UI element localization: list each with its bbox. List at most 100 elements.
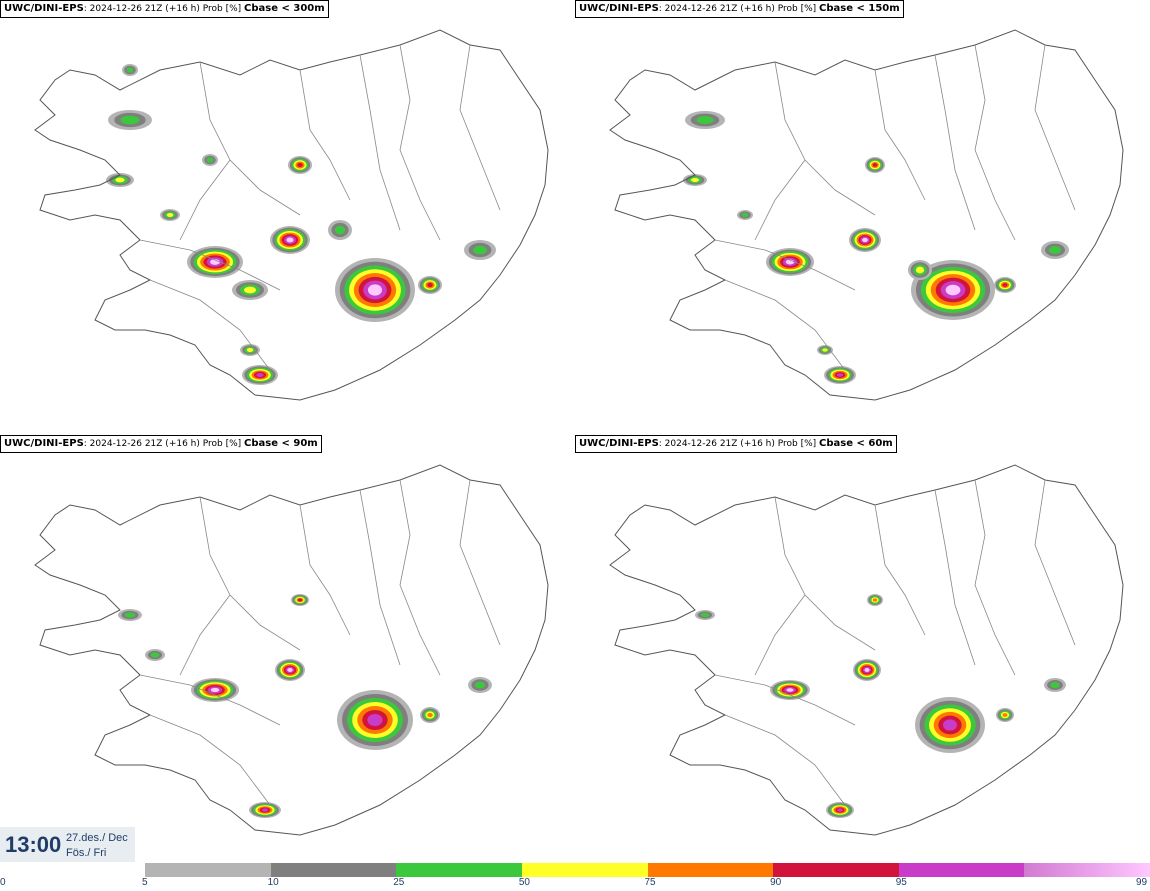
colorbar-tick-label: 0 — [0, 877, 6, 888]
region-border — [459, 44, 501, 211]
day-line: Fös./ Fri — [66, 847, 107, 859]
precip-field — [118, 594, 492, 818]
prob-contour — [786, 688, 794, 692]
prob-contour — [945, 284, 961, 296]
region-border — [459, 479, 501, 646]
run-info: : 2024-12-26 21Z (+16 h) Prob [%] — [658, 439, 817, 449]
region-border — [974, 479, 1016, 676]
prob-contour — [691, 178, 699, 182]
region-border — [714, 239, 856, 291]
prob-contour — [286, 237, 294, 243]
panel-header-4: UWC/DINI-EPS: 2024-12-26 21Z (+16 h) Pro… — [575, 435, 897, 453]
prob-contour — [166, 213, 174, 217]
colorbar-segment — [898, 863, 1025, 877]
region-border — [299, 504, 351, 636]
valid-date: 27.des./ Dec Fös./ Fri — [66, 831, 128, 861]
colorbar-tick-label: 25 — [393, 877, 405, 888]
iceland-coastline — [609, 464, 1124, 836]
region-border — [399, 479, 441, 676]
variable-label: Cbase < 90m — [244, 438, 318, 449]
prob-contour — [474, 681, 486, 689]
variable-label: Cbase < 150m — [819, 3, 900, 14]
colorbar-segment — [647, 863, 774, 877]
colorbar-segment — [396, 863, 523, 877]
prob-contour — [822, 348, 828, 352]
iceland-coastline — [609, 29, 1124, 401]
colorbar-tick-label: 95 — [895, 877, 907, 888]
prob-contour — [943, 719, 957, 731]
prob-contour — [115, 177, 125, 183]
prob-contour — [1049, 246, 1061, 254]
region-border — [149, 279, 271, 371]
region-border — [199, 61, 301, 216]
prob-contour — [427, 712, 433, 718]
prob-contour — [124, 612, 136, 618]
run-info: : 2024-12-26 21Z (+16 h) Prob [%] — [658, 4, 817, 14]
valid-time: 13:00 — [5, 832, 62, 857]
prob-contour — [872, 598, 878, 602]
run-info: : 2024-12-26 21Z (+16 h) Prob [%] — [83, 439, 242, 449]
colorbar-segment — [1024, 863, 1150, 877]
prob-contour — [126, 67, 134, 73]
panel-header-3: UWC/DINI-EPS: 2024-12-26 21Z (+16 h) Pro… — [0, 435, 322, 453]
prob-contour — [246, 348, 254, 352]
iceland-map-2 — [609, 29, 1124, 401]
prob-contour — [334, 225, 346, 235]
colorbar-segment — [773, 863, 900, 877]
map-panel-3: UWC/DINI-EPS: 2024-12-26 21Z (+16 h) Pro… — [0, 435, 575, 870]
region-border — [359, 54, 401, 231]
model-name: UWC/DINI-EPS — [579, 438, 659, 449]
prob-contour — [864, 668, 870, 672]
prob-contour — [427, 282, 433, 288]
colorbar-segment — [145, 863, 272, 877]
prob-contour — [862, 237, 868, 243]
region-border — [1034, 479, 1076, 646]
prob-contour — [836, 373, 844, 377]
prob-contour — [297, 162, 303, 168]
prob-contour — [1002, 283, 1008, 287]
colorbar-segment — [521, 863, 648, 877]
probability-colorbar — [145, 863, 1150, 877]
colorbar-tick-label: 90 — [770, 877, 782, 888]
region-border — [199, 496, 301, 651]
map-panel-1: UWC/DINI-EPS: 2024-12-26 21Z (+16 h) Pro… — [0, 0, 575, 435]
iceland-coastline — [34, 464, 549, 836]
colorbar-tick-label: 75 — [644, 877, 656, 888]
date-line: 27.des./ Dec — [66, 832, 128, 844]
variable-label: Cbase < 60m — [819, 438, 893, 449]
map-panel-2: UWC/DINI-EPS: 2024-12-26 21Z (+16 h) Pro… — [575, 0, 1150, 435]
region-border — [359, 489, 401, 666]
iceland-map-3 — [34, 464, 549, 836]
colorbar-tick-label: 50 — [518, 877, 530, 888]
panel-header-1: UWC/DINI-EPS: 2024-12-26 21Z (+16 h) Pro… — [0, 0, 329, 18]
region-border — [974, 44, 1016, 241]
variable-label: Cbase < 300m — [244, 3, 325, 14]
model-name: UWC/DINI-EPS — [4, 3, 84, 14]
region-border — [714, 674, 856, 726]
region-border — [934, 54, 976, 231]
iceland-coastline — [34, 29, 549, 401]
colorbar-tick-label: 99 — [1136, 877, 1148, 888]
prob-contour — [210, 687, 220, 693]
region-border — [179, 159, 231, 241]
prob-contour — [367, 284, 383, 296]
region-border — [139, 674, 281, 726]
region-border — [179, 594, 231, 676]
prob-contour — [1050, 682, 1060, 688]
colorbar-tick-label: 5 — [142, 877, 148, 888]
region-border — [774, 496, 876, 651]
prob-contour — [244, 286, 256, 294]
region-border — [754, 594, 806, 676]
region-border — [724, 279, 846, 371]
prob-contour — [256, 373, 264, 377]
region-border — [1034, 44, 1076, 211]
prob-contour — [872, 163, 878, 167]
region-border — [934, 489, 976, 666]
panel-header-2: UWC/DINI-EPS: 2024-12-26 21Z (+16 h) Pro… — [575, 0, 904, 18]
region-border — [149, 714, 271, 806]
region-border — [724, 714, 846, 806]
precip-field — [683, 111, 1069, 384]
region-border — [139, 239, 281, 291]
region-border — [299, 69, 351, 201]
prob-contour — [367, 714, 383, 726]
